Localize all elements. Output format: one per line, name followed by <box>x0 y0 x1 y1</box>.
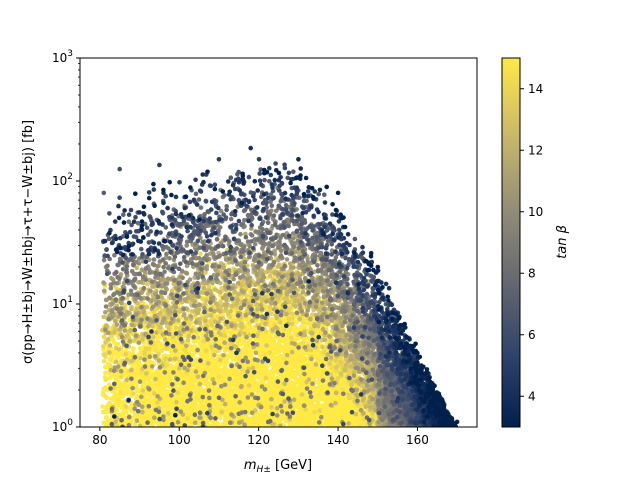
scatter-point <box>153 370 159 375</box>
scatter-point <box>319 386 324 391</box>
scatter-point <box>292 364 297 369</box>
scatter-point <box>116 379 121 384</box>
scatter-point <box>208 371 214 377</box>
scatter-point <box>277 340 282 346</box>
scatter-point <box>162 388 168 394</box>
scatter-point <box>103 364 108 370</box>
scatter-point <box>176 370 181 375</box>
scatter-point <box>228 408 234 413</box>
scatter-point <box>247 349 252 355</box>
scatter-point <box>215 403 220 409</box>
scatter-point <box>188 403 194 409</box>
scatter-point <box>120 394 125 399</box>
scatter-point <box>270 359 275 365</box>
scatter-point <box>134 371 139 377</box>
scatter-point <box>120 384 125 389</box>
scatter-point <box>290 359 295 364</box>
scatter-point <box>134 382 139 388</box>
scatter-point <box>198 351 204 357</box>
scatter-point <box>100 404 105 409</box>
scatter-point <box>223 387 228 393</box>
scatter-point <box>316 380 321 385</box>
scatter-point <box>271 342 277 348</box>
scatter-point <box>303 418 308 423</box>
scatter-point <box>227 393 233 399</box>
scatter-point <box>114 407 119 413</box>
scatter-point <box>259 375 265 380</box>
scatter-point <box>191 373 196 379</box>
scatter-point <box>325 418 330 423</box>
scatter-point <box>315 400 321 405</box>
scatter-point <box>298 414 303 420</box>
scatter-point <box>115 341 121 347</box>
scatter-point <box>199 399 205 404</box>
scatter-point <box>104 414 109 420</box>
scatter-point <box>170 352 175 358</box>
scatter-point <box>234 406 240 412</box>
scatter-point <box>264 365 269 371</box>
scatter-point <box>107 382 112 387</box>
scatter-point <box>119 412 124 417</box>
scatter-point <box>101 388 106 394</box>
scatter-point <box>102 393 107 398</box>
scatter-point <box>143 392 149 398</box>
scatter-point <box>291 383 297 389</box>
scatter-point <box>221 360 227 366</box>
scatter-point <box>267 339 272 345</box>
scatter-point <box>205 353 210 359</box>
scatter-point <box>243 348 248 353</box>
scatter-point <box>294 356 300 362</box>
scatter-point <box>234 380 240 385</box>
scatter-point <box>130 347 136 353</box>
scatter-point <box>295 389 301 394</box>
scatter-point <box>258 366 264 372</box>
scatter-point <box>313 352 319 358</box>
scatter-point <box>331 413 337 418</box>
scatter-point <box>144 415 149 420</box>
scatter-point <box>248 374 254 380</box>
scatter-point <box>198 388 203 393</box>
scatter-point <box>259 339 265 345</box>
scatter-point <box>284 385 290 391</box>
scatter-point <box>206 367 211 373</box>
scatter-point <box>220 421 226 427</box>
scatter-point <box>142 400 148 406</box>
scatter-point <box>140 383 146 389</box>
scatter-point <box>158 386 164 392</box>
scatter-point <box>200 406 206 412</box>
scatter-point <box>183 402 189 408</box>
scatter-point <box>153 383 158 389</box>
scatter-point <box>158 373 164 378</box>
scatter-point <box>103 370 108 376</box>
scatter-point <box>270 371 275 377</box>
scatter-point <box>115 402 121 408</box>
scatter-point <box>182 393 188 398</box>
scatter-point <box>324 422 330 427</box>
scatter-point <box>214 364 219 370</box>
scatter-point <box>278 383 283 389</box>
scatter-point <box>265 392 271 397</box>
scatter-point <box>202 363 207 369</box>
scatter-point <box>163 380 168 385</box>
scatter-point <box>219 390 224 395</box>
scatter-points <box>100 145 460 427</box>
scatter-point <box>212 397 218 403</box>
scatter-point <box>193 357 198 363</box>
scatter-point <box>307 369 312 375</box>
scatter-point <box>233 374 238 379</box>
